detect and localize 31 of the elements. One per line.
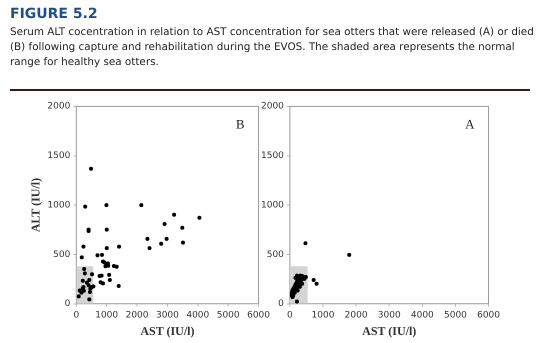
x-tick-label: 3000: [378, 310, 401, 321]
y-tick-label: 2000: [261, 102, 284, 112]
x-tick-label: 4000: [186, 310, 210, 321]
chart-title: FIGURE 5.2: [10, 6, 98, 22]
x-tick-label: 6000: [247, 310, 270, 321]
x-tick-label: 0: [73, 310, 80, 321]
y-tick-label: 2000: [47, 102, 71, 112]
x-tick-label: 5000: [444, 310, 468, 321]
chart-subtitle: Serum ALT cocentration in relation to AST concentration for sea otters that were released (A) or died (B) following capture and rehabilitation during the EVOS. The shaded area represents the normal range for healthy sea otters.: [10, 25, 535, 70]
x-tick-label: 1000: [312, 310, 335, 321]
y-tick-label: 1500: [261, 151, 284, 162]
y-axis-title: ALT (IU/l): [28, 178, 42, 232]
x-tick-label: 0: [287, 310, 294, 321]
y-tick-label: 500: [53, 250, 71, 260]
annotation: A: [465, 116, 476, 132]
y-tick-label: 1500: [47, 151, 71, 162]
x-axis-title: AST (IU/l): [140, 324, 194, 338]
x-tick-label: 5000: [216, 310, 240, 321]
y-tick-label: 1000: [47, 200, 71, 210]
x-tick-label: 2000: [344, 310, 368, 321]
y-tick-label: 1000: [261, 200, 284, 210]
x-axis-title: AST (IU/l): [362, 324, 416, 338]
x-tick-label: 3000: [156, 310, 180, 321]
x-tick-label: 2000: [126, 310, 149, 321]
x-tick-label: 4000: [410, 310, 434, 321]
annotation: B: [236, 116, 245, 132]
y-tick-label: 500: [266, 250, 284, 260]
x-tick-label: 6000: [477, 310, 500, 321]
y-tick-label: 0: [278, 299, 284, 310]
y-tick-label: 0: [64, 299, 71, 310]
x-tick-label: 1000: [95, 310, 118, 321]
